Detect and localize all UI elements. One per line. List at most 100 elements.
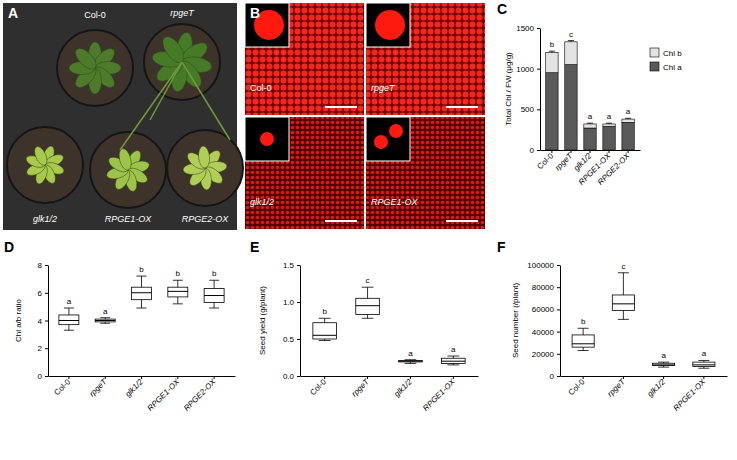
median [168,291,188,292]
significance-letter: c [621,262,625,271]
x-tick-mark [609,150,610,153]
y-tick-mark [557,332,560,333]
bar [584,124,596,128]
x-tick-mark [177,376,178,379]
x-tick-label: glk1/2 [123,377,145,399]
y-tick: 2 [38,344,48,353]
y-tick-label: 2 [38,344,43,353]
whisker-cap-max [447,356,459,357]
y-tick-mark [45,376,48,377]
marks [313,287,465,365]
whisker-cap-min [658,367,669,368]
y-tick-mark [557,287,560,288]
significance-letter: c [366,276,370,285]
legend: Chl bChl a [650,48,682,72]
error-bar [549,51,555,52]
x-tick-label: RPGE1-OX [421,377,457,413]
y-tick-label: 0 [530,146,535,155]
x-tick-mark [570,150,571,153]
scale-bar [325,220,357,222]
x-tick-mark [663,376,664,379]
bar [565,42,577,65]
y-tick-label: 80000 [532,283,555,292]
significance-letter: a [607,112,612,121]
bar [546,52,558,72]
x-axis-line [301,376,479,377]
micrograph-label: rpgeT [371,83,396,93]
whisker-cap-max [578,328,589,329]
inset [245,117,289,161]
scale-bar [446,220,478,222]
significance-letter: a [661,351,666,360]
x-tick-label: rpgeT [350,376,372,398]
significance-letter: c [569,30,573,39]
y-tick-label: 500 [521,105,535,114]
y-tick-mark [557,376,560,377]
x-tick-label: rpgeT [87,376,109,398]
y-axis-line [540,29,541,151]
x-tick-mark [623,376,624,379]
inset-chloroplast [260,132,274,146]
photo-label: rpgeT [170,8,195,18]
x-tick: rpgeT [350,376,372,398]
median [442,361,466,362]
x-tick: Col-0 [308,376,328,397]
y-tick-label: 1.0 [283,298,295,307]
y-tick: 0 [38,372,48,381]
panel-letter: A [8,5,18,21]
y-tick: 4 [38,317,48,326]
x-tick-label: glk1/2 [392,377,414,399]
y-tick-label: 1.5 [283,261,295,270]
bar [603,126,615,150]
box [59,315,79,325]
legend-label: Chl b [663,49,682,58]
x-tick-label: RPGE2-OX [182,377,218,413]
whisker-cap-max [658,362,669,363]
y-tick-label: 0 [38,372,43,381]
y-axis-line [300,266,301,377]
photo-label: RPGE2-OX [182,214,230,224]
x-tick-mark [590,150,591,153]
panel-a: Col-0rpgeTglk1/2RPGE1-OXRPGE2-OXA [3,3,243,230]
box [572,335,594,347]
y-tick: 80000 [532,283,560,292]
y-tick: 0.5 [283,335,300,344]
marks [546,41,635,150]
bar [565,65,577,150]
micrograph [366,117,485,229]
error-bar [625,118,631,120]
x-tick: RPGE1-OX [672,376,708,413]
inset-chloroplast [374,135,388,149]
box [204,289,224,303]
box [693,362,715,366]
y-tick: 6 [38,289,48,298]
panel-letter: D [4,239,14,255]
y-tick-label: 60000 [532,305,555,314]
inset [245,3,289,47]
whisker-cap-min [362,318,374,319]
whisker-cap-max [137,276,147,277]
marks [572,273,715,368]
chart-panel: 02468Col-0rpgeTglk1/2RPGE1-OXRPGE2-OXDCh… [4,239,236,413]
y-axis: 02468 [38,261,49,381]
y-tick-mark [297,376,300,377]
y-tick-label: 20000 [532,350,555,359]
panel-letter: B [250,5,260,21]
significance-letter: b [212,269,217,278]
y-tick: 500 [521,105,540,114]
y-axis-title: Total Chl / FW (μg/g) [504,52,513,126]
whisker-cap-min [209,308,219,309]
marks [59,276,224,330]
median [95,320,115,321]
x-tick-label: glk1/2 [646,377,668,399]
x-tick: RPGE1-OX [421,376,457,413]
y-tick: 1000 [516,65,540,74]
y-axis-title: Seed yield (g/plant) [258,286,267,355]
box [132,287,152,299]
x-tick-mark [68,376,69,379]
median [653,364,675,365]
bar [622,119,634,122]
significance-letter: b [139,265,144,274]
box [313,323,337,339]
panel-b: Col-0rpgeTglk1/2RPGE1-OXB [245,3,485,229]
